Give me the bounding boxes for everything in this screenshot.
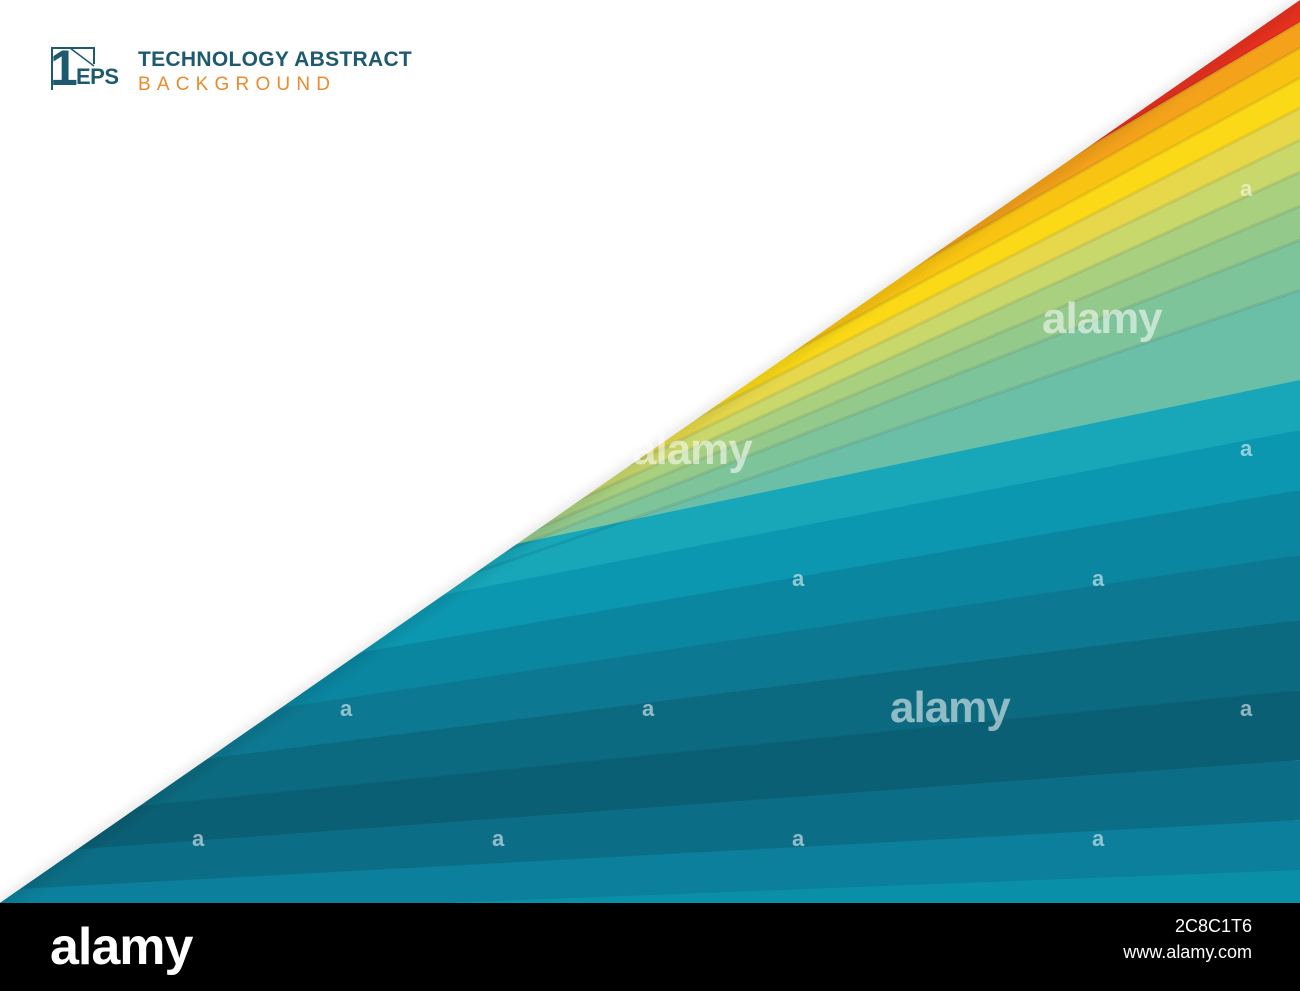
stripe-graphic <box>0 0 1300 903</box>
watermark-glyph: a <box>792 826 805 851</box>
stripe-band-warm <box>380 240 1300 605</box>
stripe-band-warm <box>380 172 1300 595</box>
stripe-band-warm <box>380 206 1300 600</box>
watermark-glyph: a <box>1092 566 1105 591</box>
logo-subtitle: BACKGROUND <box>138 74 337 95</box>
image-id: 2C8C1T6 <box>1174 916 1252 936</box>
eps-logo: 1 EPS TECHNOLOGY ABSTRACT BACKGROUND <box>50 42 430 96</box>
watermark-glyph: a <box>1092 826 1105 851</box>
footer-url: www.alamy.com <box>1123 942 1252 962</box>
logo-title: TECHNOLOGY ABSTRACT <box>138 48 413 71</box>
stripe-band-blue <box>0 870 1300 903</box>
watermark-text: alamy <box>632 425 753 474</box>
watermark-glyph: a <box>492 826 505 851</box>
watermark-glyph: a <box>792 566 805 591</box>
footer-brand: alamy <box>50 918 193 976</box>
stock-footer: alamy 2C8C1T6 www.alamy.com <box>0 903 1300 991</box>
stripe-band-blue <box>0 820 1300 903</box>
stripe-shade <box>379 238 1300 602</box>
logo-format: EPS <box>76 64 119 89</box>
watermark-text: alamy <box>1042 294 1163 343</box>
watermark-glyph: a <box>642 696 655 721</box>
watermark-glyph: a <box>1240 176 1253 201</box>
watermark-glyph: a <box>1240 696 1253 721</box>
watermark-glyph: a <box>1240 436 1253 461</box>
diagonal-shadow <box>0 0 1300 903</box>
watermark-text: alamy <box>890 683 1011 732</box>
watermark-glyph: a <box>192 826 205 851</box>
footer-credits: 2C8C1T6 www.alamy.com <box>1123 913 1252 965</box>
logo-frame-icon <box>51 47 95 90</box>
abstract-artwork: 1 EPS TECHNOLOGY ABSTRACT BACKGROUND ala… <box>0 0 1300 903</box>
watermark-glyph: a <box>340 696 353 721</box>
stripe-shade <box>379 288 1300 607</box>
